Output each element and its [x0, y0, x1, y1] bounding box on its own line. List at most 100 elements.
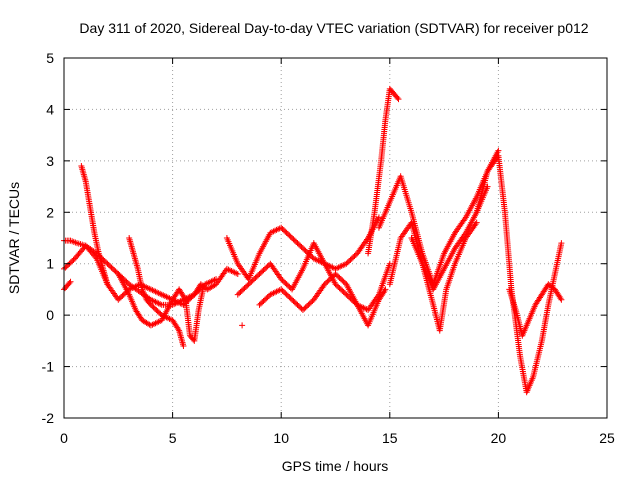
data-point [120, 291, 127, 298]
data-point [246, 280, 253, 286]
data-point [234, 291, 241, 298]
data-point [195, 287, 202, 294]
data-point [278, 286, 285, 293]
data-point [104, 281, 111, 288]
data-point [558, 296, 565, 303]
data-point [191, 291, 198, 298]
data-point [180, 301, 187, 308]
data-point [259, 268, 266, 275]
data-point [282, 290, 289, 297]
y-tick-label: 3 [46, 153, 54, 169]
data-point [347, 256, 354, 263]
data-point [382, 286, 389, 293]
data-point [242, 283, 249, 290]
data-point [236, 290, 243, 297]
data-point [295, 303, 302, 310]
data-point [327, 276, 334, 283]
data-point [253, 273, 260, 280]
data-point [147, 301, 154, 308]
x-tick-label: 20 [491, 430, 507, 446]
data-point [263, 295, 270, 302]
data-point [234, 271, 241, 277]
data-point [557, 295, 564, 302]
data-point [156, 309, 163, 316]
data-point [335, 283, 342, 290]
data-point [306, 300, 313, 307]
y-tick-label: 1 [46, 256, 54, 272]
data-point [291, 237, 298, 244]
data-point [264, 294, 271, 301]
data-point [279, 287, 286, 294]
data-point [395, 96, 402, 103]
data-point [111, 267, 118, 274]
data-point [261, 265, 268, 272]
data-point [180, 343, 187, 349]
data-point [150, 304, 157, 311]
data-point [240, 286, 247, 293]
data-point [175, 326, 182, 333]
axis-ticks: 0 5 10 15 20 25 -2 -1 0 1 2 3 4 5 [42, 50, 615, 446]
data-point [113, 269, 120, 276]
data-point [67, 278, 74, 285]
data-point [346, 294, 353, 301]
data-point [278, 224, 285, 231]
data-point [260, 267, 267, 274]
data-point [286, 232, 293, 239]
data-point [280, 289, 287, 295]
data-point [123, 278, 130, 285]
data-point [293, 238, 300, 245]
data-point [151, 305, 158, 312]
data-point [257, 300, 264, 307]
data-point [286, 283, 293, 290]
data-point [67, 259, 74, 266]
x-tick-label: 10 [273, 430, 289, 446]
data-point [283, 281, 290, 288]
data-point [321, 281, 328, 288]
data-point [284, 282, 291, 289]
data-point [337, 286, 344, 293]
data-point [283, 291, 290, 298]
data-point [280, 278, 287, 285]
data-point [256, 301, 263, 308]
data-point [303, 303, 310, 310]
data-point [344, 259, 351, 266]
plot-frame [63, 57, 608, 419]
chart-title: Day 311 of 2020, Sidereal Day-to-day VTE… [79, 20, 588, 36]
data-point [339, 287, 346, 294]
data-point [302, 247, 309, 254]
data-point [333, 282, 340, 289]
data-point [386, 260, 393, 267]
x-axis-label: GPS time / hours [282, 458, 389, 474]
data-point [278, 276, 285, 283]
data-point [248, 278, 255, 285]
data-point [329, 273, 336, 280]
data-point [346, 258, 353, 265]
data-point [351, 253, 358, 259]
data-point [302, 304, 309, 311]
data-point [394, 94, 401, 101]
data-point [297, 304, 304, 311]
x-tick-label: 15 [382, 430, 398, 446]
data-point [200, 286, 207, 293]
data-point [290, 236, 297, 243]
y-tick-label: 5 [46, 50, 54, 66]
data-point [342, 290, 349, 297]
data-point [333, 272, 340, 279]
data-point [335, 273, 342, 280]
data-point [108, 264, 115, 271]
grid [64, 58, 607, 418]
data-point [287, 233, 294, 240]
data-point [299, 245, 306, 252]
data-point [101, 258, 108, 265]
data-point [63, 263, 70, 270]
x-tick-label: 5 [169, 430, 177, 446]
data-point [257, 269, 264, 276]
data-point [118, 294, 125, 301]
data-point [343, 291, 350, 298]
data-point [299, 307, 306, 313]
data-point [282, 228, 289, 235]
y-tick-label: 0 [46, 307, 54, 323]
data-point [213, 276, 220, 283]
data-point [294, 301, 301, 308]
